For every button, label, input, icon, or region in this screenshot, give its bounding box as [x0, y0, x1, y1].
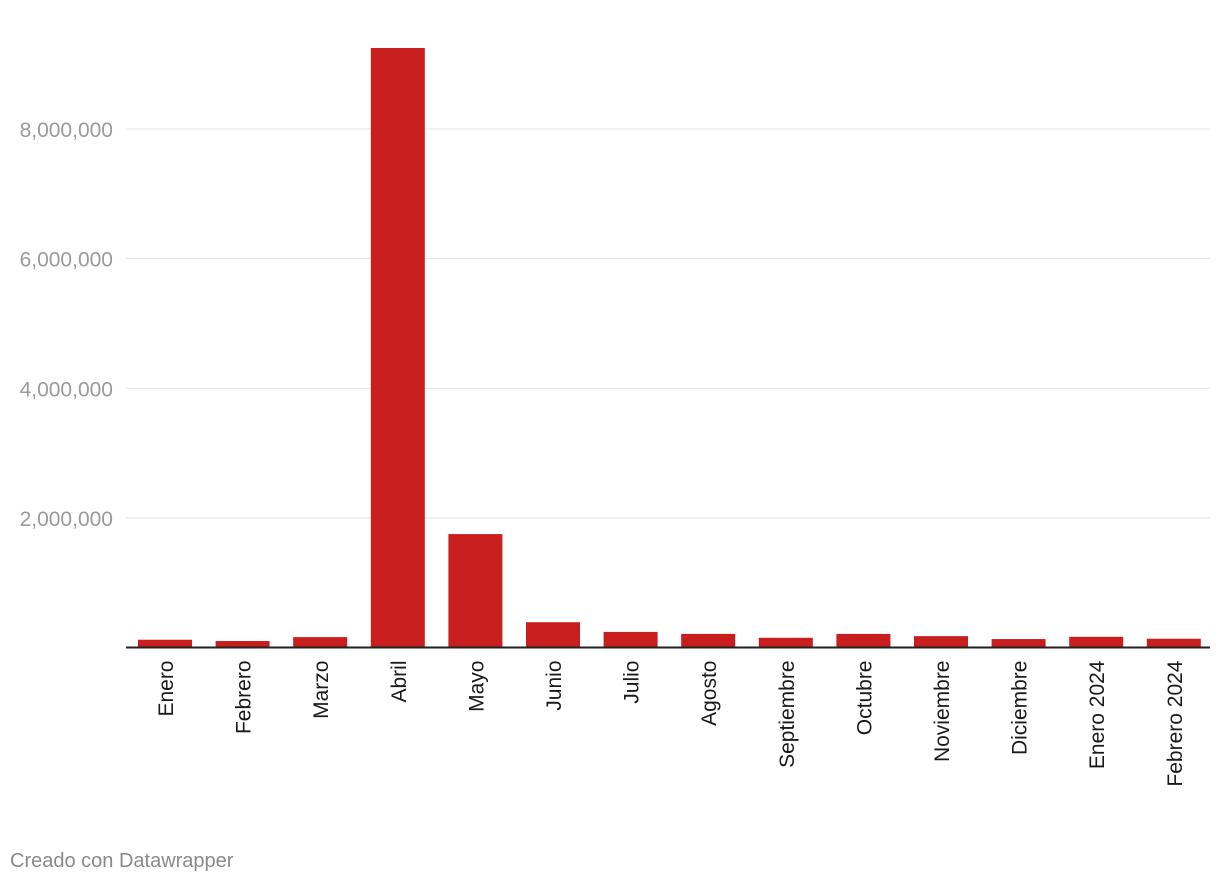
- x-tick-label: Abril: [388, 661, 411, 703]
- x-tick-label: Octubre: [853, 661, 876, 736]
- y-axis: 2,000,000 4,000,000 6,000,000 8,000,000: [20, 119, 113, 531]
- bar: [836, 633, 891, 648]
- x-tick-label: Marzo: [310, 661, 333, 719]
- x-tick-label: Diciembre: [1009, 661, 1032, 756]
- x-tick-label: Junio: [543, 661, 566, 711]
- bar: [758, 637, 813, 648]
- x-tick-label: Febrero: [233, 661, 256, 735]
- x-tick-label: Enero 2024: [1086, 660, 1109, 769]
- gridlines: [126, 128, 1210, 519]
- x-axis: Enero Febrero Marzo Abril Mayo Junio Julio Agos…: [155, 660, 1187, 786]
- x-tick-label: Enero: [155, 661, 178, 717]
- bar: [215, 641, 270, 648]
- bar: [991, 639, 1046, 648]
- bar: [603, 631, 658, 648]
- y-tick-label: 4,000,000: [20, 378, 113, 401]
- y-tick-label: 2,000,000: [20, 508, 113, 531]
- bar: [370, 48, 425, 648]
- x-tick-label: Septiembre: [776, 661, 799, 768]
- y-tick-label: 6,000,000: [20, 249, 113, 272]
- bar: [914, 636, 968, 648]
- x-tick-label: Mayo: [465, 661, 488, 712]
- x-tick-label: Agosto: [698, 661, 721, 726]
- bar: [293, 637, 348, 648]
- bar: [138, 639, 192, 648]
- x-tick-label: Julio: [621, 661, 644, 704]
- bar: [681, 633, 736, 648]
- bar: [1146, 638, 1201, 648]
- x-tick-label: Noviembre: [931, 661, 954, 763]
- bars: [138, 48, 1201, 648]
- bar: [448, 534, 503, 648]
- bar: [526, 622, 580, 648]
- y-tick-label: 8,000,000: [20, 119, 113, 142]
- bar: [1069, 636, 1124, 648]
- footer-credit: Creado con Datawrapper: [10, 850, 234, 872]
- x-tick-label: Febrero 2024: [1164, 660, 1187, 786]
